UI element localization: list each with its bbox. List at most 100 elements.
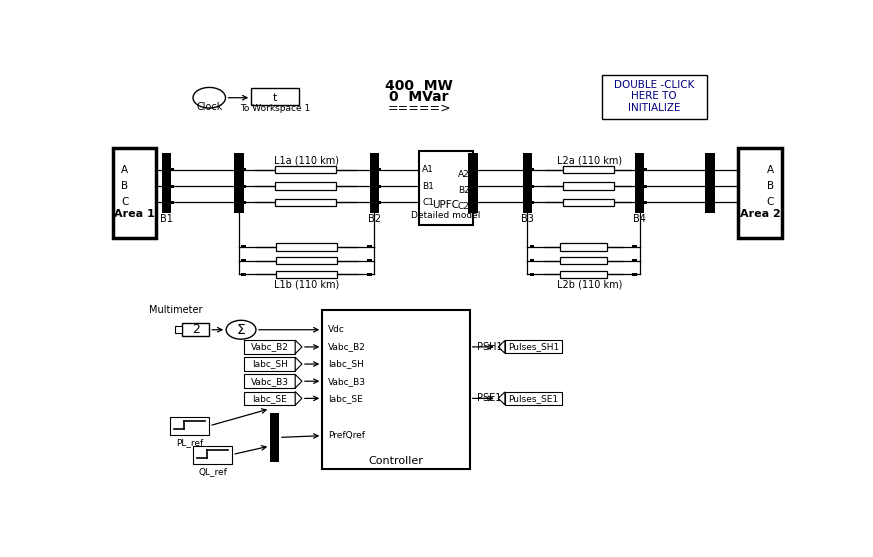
FancyBboxPatch shape: [471, 168, 476, 171]
Text: 2: 2: [192, 323, 200, 336]
Text: Area 1: Area 1: [114, 208, 155, 218]
FancyBboxPatch shape: [505, 392, 562, 405]
FancyBboxPatch shape: [242, 259, 246, 262]
FancyBboxPatch shape: [705, 153, 715, 213]
FancyBboxPatch shape: [523, 153, 532, 213]
Text: B: B: [766, 181, 773, 191]
FancyBboxPatch shape: [637, 168, 642, 171]
FancyBboxPatch shape: [242, 273, 246, 276]
FancyBboxPatch shape: [368, 273, 372, 276]
FancyBboxPatch shape: [162, 153, 171, 213]
FancyBboxPatch shape: [530, 246, 534, 248]
FancyBboxPatch shape: [242, 201, 246, 204]
FancyBboxPatch shape: [113, 148, 156, 238]
FancyBboxPatch shape: [372, 184, 377, 188]
Text: C: C: [121, 197, 128, 207]
FancyBboxPatch shape: [530, 168, 534, 171]
Text: B3: B3: [521, 214, 533, 224]
Text: To Workspace 1: To Workspace 1: [240, 104, 310, 114]
FancyBboxPatch shape: [169, 168, 174, 171]
Text: Σ: Σ: [237, 323, 245, 337]
Polygon shape: [295, 340, 302, 354]
Text: A: A: [766, 165, 773, 175]
FancyBboxPatch shape: [170, 417, 210, 435]
FancyBboxPatch shape: [372, 168, 377, 171]
FancyBboxPatch shape: [563, 183, 615, 190]
Text: PrefQref: PrefQref: [327, 431, 365, 440]
FancyBboxPatch shape: [275, 183, 336, 190]
FancyBboxPatch shape: [242, 168, 246, 171]
Circle shape: [193, 87, 225, 108]
Text: Multimeter: Multimeter: [148, 305, 203, 315]
FancyBboxPatch shape: [169, 184, 174, 188]
FancyBboxPatch shape: [505, 340, 562, 353]
Text: Vabc_B3: Vabc_B3: [327, 377, 366, 385]
FancyBboxPatch shape: [237, 184, 242, 188]
FancyBboxPatch shape: [193, 446, 232, 463]
Text: 400  MW: 400 MW: [385, 79, 453, 93]
FancyBboxPatch shape: [530, 259, 534, 262]
FancyBboxPatch shape: [244, 374, 295, 388]
Text: C1: C1: [423, 198, 435, 207]
Text: Area 2: Area 2: [740, 208, 780, 218]
Text: B2: B2: [368, 214, 381, 224]
FancyBboxPatch shape: [560, 243, 607, 251]
Text: A: A: [121, 165, 128, 175]
Text: B1: B1: [423, 182, 434, 190]
Text: B4: B4: [633, 214, 646, 224]
Text: DOUBLE -CLICK: DOUBLE -CLICK: [614, 80, 694, 90]
Text: L1a (110 km): L1a (110 km): [274, 155, 340, 165]
FancyBboxPatch shape: [632, 246, 637, 248]
Text: Clock: Clock: [196, 102, 223, 112]
FancyBboxPatch shape: [637, 201, 642, 204]
Text: Vabc_B3: Vabc_B3: [251, 377, 289, 385]
FancyBboxPatch shape: [270, 413, 279, 462]
Text: 0  MVar: 0 MVar: [389, 90, 449, 104]
Polygon shape: [295, 392, 302, 405]
Text: Iabc_SE: Iabc_SE: [327, 394, 362, 403]
FancyBboxPatch shape: [275, 166, 336, 173]
FancyBboxPatch shape: [635, 153, 644, 213]
FancyBboxPatch shape: [560, 257, 607, 265]
FancyBboxPatch shape: [237, 201, 242, 204]
FancyBboxPatch shape: [601, 75, 706, 119]
Text: Pulses_SE1: Pulses_SE1: [509, 394, 559, 403]
Text: C2: C2: [457, 202, 470, 211]
FancyBboxPatch shape: [642, 201, 647, 204]
FancyBboxPatch shape: [322, 310, 470, 469]
FancyBboxPatch shape: [242, 184, 246, 188]
Text: L2b (110 km): L2b (110 km): [557, 280, 622, 290]
FancyBboxPatch shape: [632, 259, 637, 262]
FancyBboxPatch shape: [530, 184, 534, 188]
FancyBboxPatch shape: [377, 168, 382, 171]
FancyBboxPatch shape: [560, 271, 607, 278]
Text: t: t: [272, 92, 277, 102]
FancyBboxPatch shape: [169, 201, 174, 204]
Circle shape: [226, 320, 256, 339]
FancyBboxPatch shape: [175, 326, 182, 333]
FancyBboxPatch shape: [275, 199, 336, 206]
Polygon shape: [498, 340, 505, 353]
FancyBboxPatch shape: [276, 257, 337, 265]
Text: C: C: [766, 197, 773, 207]
FancyBboxPatch shape: [739, 148, 782, 238]
Text: INITIALIZE: INITIALIZE: [628, 103, 680, 113]
FancyBboxPatch shape: [632, 273, 637, 276]
Text: =====>: =====>: [388, 101, 450, 114]
Text: Iabc_SH: Iabc_SH: [327, 360, 363, 369]
FancyBboxPatch shape: [182, 323, 210, 336]
FancyBboxPatch shape: [563, 166, 615, 173]
Text: B2: B2: [458, 186, 470, 195]
FancyBboxPatch shape: [276, 243, 337, 251]
FancyBboxPatch shape: [563, 199, 615, 206]
Text: Pulses_SH1: Pulses_SH1: [508, 343, 560, 351]
Text: A2: A2: [458, 169, 470, 179]
Text: UPFC: UPFC: [432, 201, 459, 211]
FancyBboxPatch shape: [251, 88, 299, 105]
Polygon shape: [498, 392, 505, 405]
FancyBboxPatch shape: [377, 184, 382, 188]
FancyBboxPatch shape: [530, 201, 534, 204]
FancyBboxPatch shape: [109, 67, 786, 496]
FancyBboxPatch shape: [530, 273, 534, 276]
FancyBboxPatch shape: [368, 246, 372, 248]
